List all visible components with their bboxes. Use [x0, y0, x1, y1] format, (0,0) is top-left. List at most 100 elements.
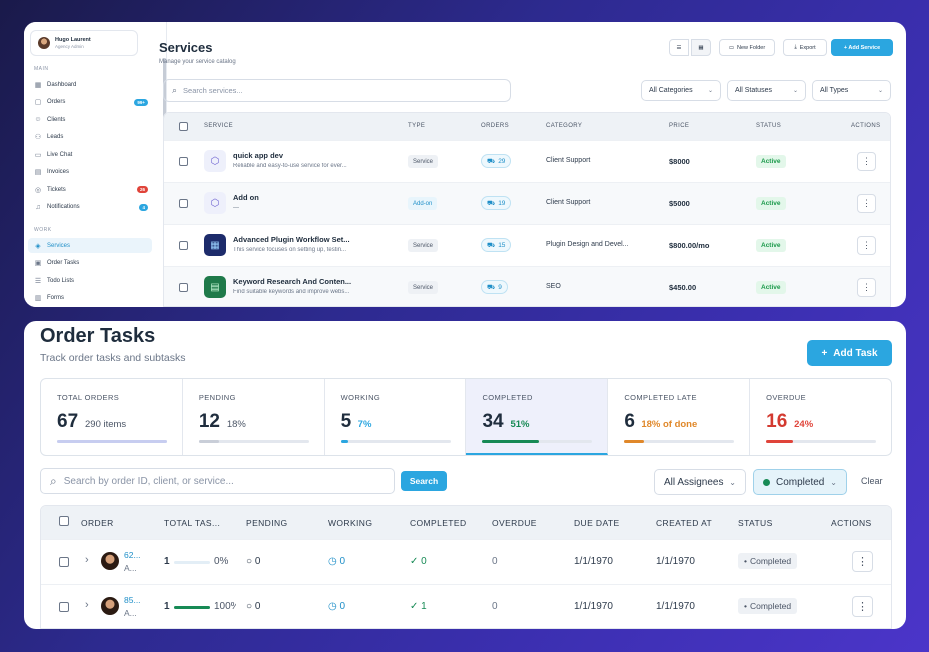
- add-service-button[interactable]: + Add Service: [831, 39, 893, 56]
- add-task-button[interactable]: + Add Task: [807, 340, 892, 366]
- row-checkbox[interactable]: [179, 199, 188, 208]
- row-checkbox[interactable]: [179, 241, 188, 250]
- sidebar-item-leads[interactable]: ⚇ Leads: [28, 130, 152, 145]
- order-id-link[interactable]: 62...: [124, 550, 141, 560]
- row-actions-button[interactable]: ⋮: [857, 236, 876, 255]
- list-view-button[interactable]: ☰: [669, 39, 689, 56]
- sidebar-item-invoices[interactable]: ▤ Invoices: [28, 165, 152, 180]
- services-table: SERVICE TYPE ORDERS CATEGORY PRICE STATU…: [163, 112, 891, 307]
- working-value: 0: [339, 556, 346, 567]
- stat-card-completed-late[interactable]: COMPLETED LATE 6 18% of done: [608, 379, 751, 455]
- search-button[interactable]: Search: [401, 471, 447, 491]
- expand-chevron-icon[interactable]: ›: [85, 599, 89, 611]
- stat-card-total-orders[interactable]: TOTAL ORDERS 67 290 items: [41, 379, 183, 455]
- row-actions-button[interactable]: ⋮: [857, 152, 876, 171]
- select-all-checkbox[interactable]: [59, 516, 69, 526]
- count-badge: 99+: [134, 98, 148, 106]
- stat-progress-bar: [624, 440, 735, 443]
- sidebar-item-label: Tickets: [47, 186, 66, 193]
- row-checkbox[interactable]: [59, 602, 69, 612]
- row-actions-button[interactable]: ⋮: [857, 194, 876, 213]
- assignee-filter[interactable]: All Assignees ⌄: [654, 469, 746, 495]
- clear-filters-button[interactable]: Clear: [861, 476, 883, 486]
- stat-card-pending[interactable]: PENDING 12 18%: [183, 379, 325, 455]
- sidebar-item-clients[interactable]: ☺ Clients: [28, 112, 152, 127]
- stat-value: 6: [624, 411, 635, 432]
- table-row[interactable]: ▦ Advanced Plugin Workflow Set... This s…: [164, 224, 890, 266]
- sidebar-item-forms[interactable]: ▥ Forms: [28, 291, 152, 306]
- row-checkbox[interactable]: [179, 157, 188, 166]
- grid-view-button[interactable]: ▦: [691, 39, 711, 56]
- sidebar-item-dashboard[interactable]: ▦ Dashboard: [28, 77, 152, 92]
- orders-count: 19: [498, 199, 506, 207]
- search-placeholder: Search by order ID, client, or service..…: [63, 475, 234, 487]
- form-icon: ▥: [34, 295, 42, 302]
- bell-icon: ♫: [35, 203, 41, 211]
- sidebar-item-label: Services: [47, 242, 71, 249]
- stats-strip: TOTAL ORDERS 67 290 items PENDING 12 18%…: [40, 378, 892, 456]
- sidebar-item-todo-lists[interactable]: ☰ Todo Lists: [28, 273, 152, 288]
- sidebar-item-notifications[interactable]: ♫ Notifications 4: [28, 200, 152, 215]
- user-switcher[interactable]: Hugo Laurent Agency Admin: [30, 30, 138, 56]
- sidebar-item-orders[interactable]: ▢ Orders 99+: [28, 95, 152, 110]
- order-tasks-table: ORDER TOTAL TAS... PENDING WORKING COMPL…: [40, 505, 892, 629]
- status-filter[interactable]: Completed ⌄: [753, 469, 847, 495]
- service-name[interactable]: Keyword Research And Conten...: [233, 277, 352, 286]
- sidebar-item-live-chat[interactable]: ▭ Live Chat: [28, 147, 152, 162]
- section-label-main: MAIN: [34, 66, 49, 72]
- page-title: Order Tasks: [40, 325, 156, 347]
- sidebar-item-label: Live Chat: [47, 151, 73, 158]
- task-progress-bar: [174, 606, 210, 609]
- orders-count-badge[interactable]: ⛟ 15: [481, 238, 512, 252]
- orders-count: 9: [498, 283, 502, 291]
- stat-card-overdue[interactable]: OVERDUE 16 24%: [750, 379, 891, 455]
- stat-card-working[interactable]: WORKING 5 7%: [325, 379, 467, 455]
- checklist-icon: ☰: [34, 277, 42, 285]
- order-id-link[interactable]: 85...: [124, 595, 141, 605]
- sidebar-item-order-tasks[interactable]: ▣ Order Tasks: [28, 256, 152, 271]
- type-filter[interactable]: All Types ⌄: [812, 80, 891, 101]
- status-filter[interactable]: All Statuses ⌄: [727, 80, 806, 101]
- clipboard-icon: ▣: [34, 260, 42, 267]
- expand-chevron-icon[interactable]: ›: [85, 554, 89, 566]
- service-search-input[interactable]: ⌕ Search services...: [163, 79, 511, 102]
- table-row[interactable]: › 62... A... 1 0% ○ 0 ◷ 0 ✓ 0 0 1/1/1970…: [41, 539, 891, 584]
- table-row[interactable]: › 85... A... 1 100% ○ 0 ◷ 0 ✓ 1 0 1/1/19…: [41, 584, 891, 628]
- sidebar-item-services[interactable]: ◈ Services: [28, 238, 152, 253]
- row-checkbox[interactable]: [59, 557, 69, 567]
- add-task-label: Add Task: [833, 347, 878, 359]
- status-dot-icon: [763, 478, 770, 486]
- price-text: $5000: [669, 199, 690, 208]
- row-actions-button[interactable]: ⋮: [852, 596, 873, 617]
- select-all-checkbox[interactable]: [179, 122, 188, 131]
- order-search-input[interactable]: ⌕ Search by order ID, client, or service…: [40, 468, 395, 494]
- new-folder-label: New Folder: [737, 44, 766, 51]
- table-row[interactable]: ⬡ quick app dev Reliable and easy-to-use…: [164, 140, 890, 182]
- row-actions-button[interactable]: ⋮: [852, 551, 873, 572]
- row-actions-button[interactable]: ⋮: [857, 278, 876, 297]
- service-name[interactable]: quick app dev: [233, 151, 284, 160]
- new-folder-button[interactable]: ▭ New Folder: [719, 39, 775, 56]
- more-vertical-icon: ⋮: [862, 156, 871, 166]
- stat-label: COMPLETED: [482, 393, 533, 402]
- orders-count-badge[interactable]: ⛟ 9: [481, 280, 508, 294]
- service-name[interactable]: Advanced Plugin Workflow Set...: [233, 235, 350, 244]
- orders-count-badge[interactable]: ⛟ 19: [481, 196, 512, 210]
- row-checkbox[interactable]: [179, 283, 188, 292]
- services-panel: Hugo Laurent Agency Admin MAIN ▦ Dashboar…: [24, 22, 906, 307]
- stat-card-completed[interactable]: COMPLETED 34 51%: [466, 379, 609, 455]
- category-text: Client Support: [546, 157, 591, 164]
- stat-subtext: 18%: [226, 419, 246, 430]
- price-text: $800.00/mo: [669, 241, 710, 250]
- table-row[interactable]: ▤ Keyword Research And Conten... Find su…: [164, 266, 890, 306]
- service-name[interactable]: Add on: [233, 193, 259, 202]
- category-filter[interactable]: All Categories ⌄: [641, 80, 721, 101]
- sidebar-item-tickets[interactable]: ◎ Tickets 26: [28, 182, 152, 197]
- chat-icon: ▭: [34, 151, 42, 159]
- sidebar-item-label: Todo Lists: [47, 277, 75, 284]
- table-row[interactable]: ⬡ Add on — Add-on ⛟ 19 Client Support $50…: [164, 182, 890, 224]
- orders-count-badge[interactable]: ⛟ 29: [481, 154, 512, 168]
- status-dot-icon: •: [744, 601, 747, 611]
- export-button[interactable]: ⤓ Export: [783, 39, 827, 56]
- check-circle-icon: ✓: [410, 601, 419, 612]
